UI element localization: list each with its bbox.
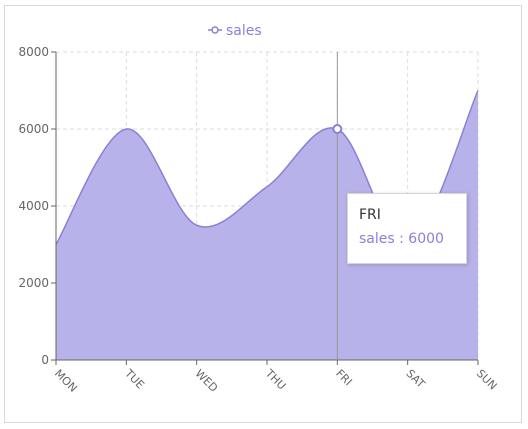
axes — [51, 51, 479, 365]
x-tick-label: SUN — [474, 367, 500, 393]
tooltip-value: sales : 6000 — [359, 231, 444, 247]
hover-indicator — [332, 52, 343, 360]
y-tick-label: 8000 — [18, 45, 49, 59]
tooltip-title: FRI — [359, 207, 381, 223]
hover-point — [332, 124, 343, 134]
y-tick-label: 0 — [41, 353, 49, 367]
x-tick-label: SAT — [404, 367, 428, 391]
x-tick-label: FRI — [333, 367, 354, 388]
series-area-fill — [56, 90, 478, 360]
x-tick-label: WED — [193, 367, 221, 395]
y-tick-label: 4000 — [18, 199, 49, 213]
x-tick-label: MON — [52, 367, 80, 395]
legend-swatch-marker — [211, 26, 219, 34]
tooltip: FRI sales : 6000 — [347, 193, 467, 264]
x-tick-label: THU — [262, 366, 288, 392]
legend-label: sales — [226, 23, 262, 39]
y-tick-label: 6000 — [18, 122, 49, 136]
tick-labels: 0 2000 4000 6000 8000 MON TUE WED THU FRI SAT SUN — [18, 45, 499, 395]
y-tick-label: 2000 — [18, 276, 49, 290]
x-tick-label: TUE — [122, 366, 147, 391]
legend[interactable]: sales — [208, 23, 262, 39]
